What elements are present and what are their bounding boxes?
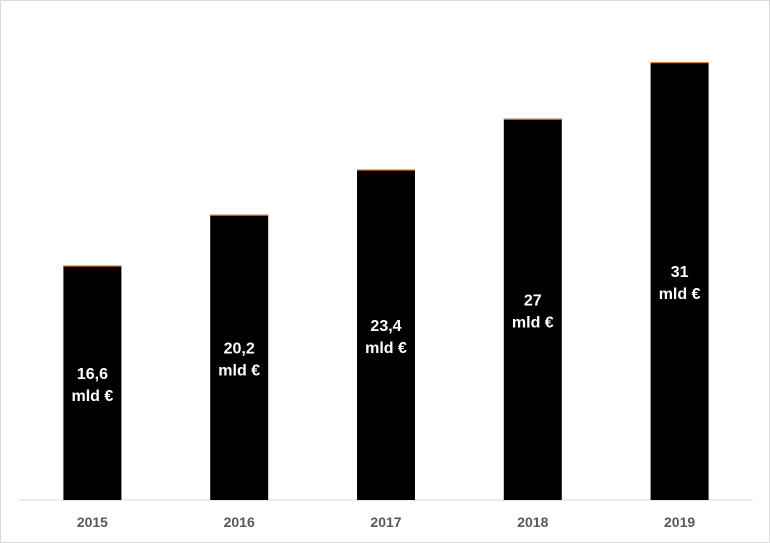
bar-unit-label-2018: mld €	[512, 314, 554, 331]
x-tick-label-2017: 2017	[370, 514, 401, 530]
bar-unit-label-2019: mld €	[659, 286, 701, 303]
x-tick-label-2015: 2015	[77, 514, 108, 530]
bar-value-label-2016: 20,2	[224, 340, 255, 357]
bar-value-label-2019: 31	[671, 264, 689, 281]
bar-unit-label-2016: mld €	[218, 362, 260, 379]
bar-2017	[357, 169, 415, 500]
x-tick-label-2018: 2018	[517, 514, 548, 530]
bar-value-label-2015: 16,6	[77, 366, 108, 383]
bars-layer	[63, 62, 709, 501]
bar-value-label-2018: 27	[524, 292, 542, 309]
bar-unit-label-2015: mld €	[72, 388, 114, 405]
value-labels-layer: 16,6 mld € 20,2 mld € 23,4 mld € 27 mld € 31 mld …	[72, 264, 701, 405]
bar-value-label-2017: 23,4	[370, 318, 401, 335]
bar-2016	[210, 214, 269, 500]
bar-unit-label-2017: mld €	[365, 340, 407, 357]
x-tick-label-2019: 2019	[664, 514, 695, 530]
bar-2019	[650, 62, 709, 500]
bar-2015	[63, 265, 122, 500]
bar-2018	[503, 118, 562, 501]
x-axis-tick-labels: 2015 2016 2017 2018 2019	[77, 514, 696, 530]
x-tick-label-2016: 2016	[224, 514, 255, 530]
